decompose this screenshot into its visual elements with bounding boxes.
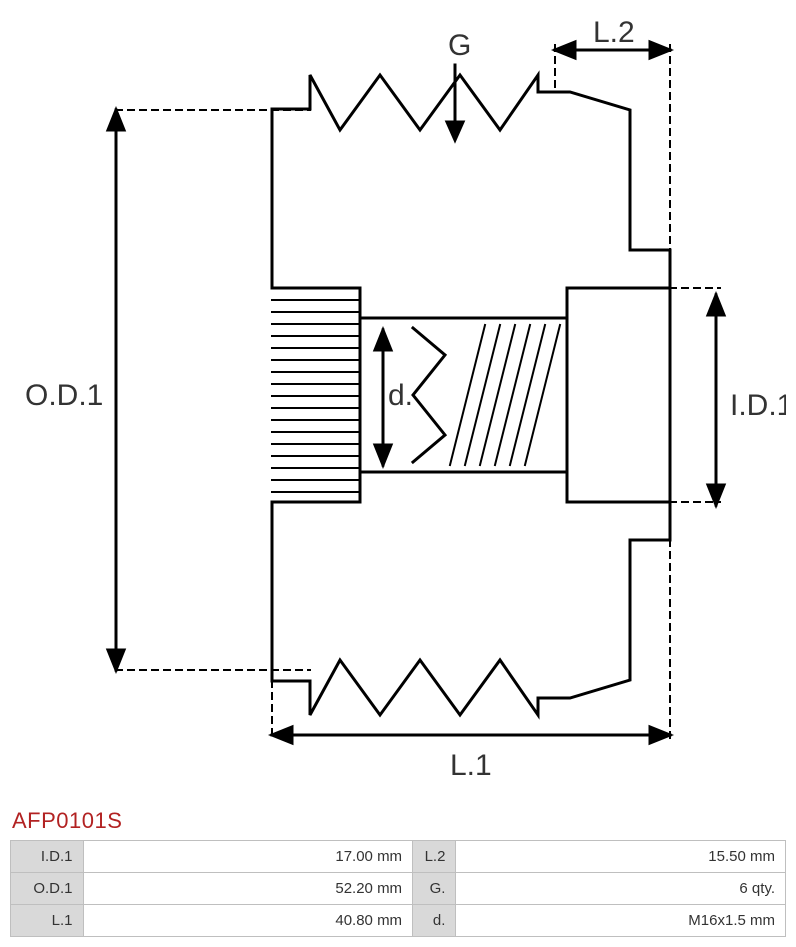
spec-label: L.2 xyxy=(413,841,456,873)
spec-table: I.D.1 17.00 mm L.2 15.50 mm O.D.1 52.20 … xyxy=(10,840,786,937)
spec-value: 15.50 mm xyxy=(456,841,786,873)
spec-value: 40.80 mm xyxy=(83,905,413,937)
spec-value: 6 qty. xyxy=(456,873,786,905)
pulley-diagram: O.D.1 I.D.1 L.1 L.2 G d. xyxy=(10,10,786,800)
label-l2: L.2 xyxy=(593,16,635,49)
spec-value: M16x1.5 mm xyxy=(456,905,786,937)
table-row: O.D.1 52.20 mm G. 6 qty. xyxy=(11,873,786,905)
label-id1: I.D.1 xyxy=(730,389,786,422)
part-number: AFP0101S xyxy=(12,808,786,834)
spec-value: 52.20 mm xyxy=(83,873,413,905)
label-l1: L.1 xyxy=(450,749,492,782)
spec-value: 17.00 mm xyxy=(83,841,413,873)
spec-label: G. xyxy=(413,873,456,905)
table-row: L.1 40.80 mm d. M16x1.5 mm xyxy=(11,905,786,937)
spec-label: d. xyxy=(413,905,456,937)
label-d: d. xyxy=(388,379,413,412)
label-od1: O.D.1 xyxy=(25,379,103,412)
spec-label: O.D.1 xyxy=(11,873,84,905)
table-row: I.D.1 17.00 mm L.2 15.50 mm xyxy=(11,841,786,873)
spec-label: I.D.1 xyxy=(11,841,84,873)
label-g: G xyxy=(448,29,471,62)
spec-label: L.1 xyxy=(11,905,84,937)
